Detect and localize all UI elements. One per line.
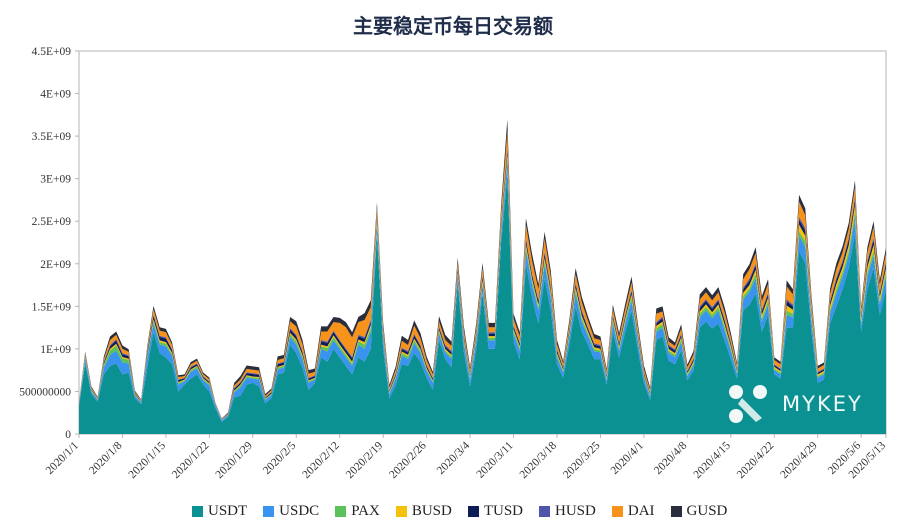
x-tick-label: 2020/3/25	[561, 439, 603, 481]
x-tick-label: 2020/1/22	[170, 439, 212, 481]
y-tick-label: 0	[65, 429, 71, 441]
x-tick-label: 2020/4/29	[778, 439, 820, 481]
legend-swatch	[611, 505, 623, 517]
x-tick-label: 2020/3/18	[518, 439, 560, 481]
x-tick-label: 2020/1/29	[213, 439, 255, 481]
x-tick-label: 2020/3/4	[435, 439, 473, 477]
legend-item-dai: DAI	[611, 502, 655, 520]
x-tick-label: 2020/1/8	[87, 439, 125, 477]
areas-layer	[79, 119, 886, 434]
y-tick-label: 3E+09	[40, 174, 71, 186]
legend-label: BUSD	[411, 502, 452, 519]
legend-item-husd: HUSD	[539, 503, 596, 520]
legend-swatch	[539, 505, 551, 517]
y-tick-label: 2.5E+09	[32, 216, 72, 228]
y-tick-label: 1.5E+09	[32, 301, 72, 313]
mykey-logo-icon	[729, 385, 767, 423]
y-tick-label: 500000000	[19, 386, 71, 398]
x-tick-label: 2020/2/5	[261, 439, 299, 477]
legend-item-pax: PAX	[335, 503, 380, 520]
y-tick-label: 2E+09	[40, 259, 71, 271]
legend-swatch	[467, 505, 479, 517]
x-tick-labels: 2020/1/1 2020/1/8 2020/1/15 2020/1/22 2020/1…	[44, 434, 888, 481]
x-tick-label: 2020/2/26	[387, 439, 429, 481]
legend-swatch	[335, 505, 347, 517]
legend-item-gusd: GUSD	[670, 502, 728, 520]
x-tick-label: 2020/4/1	[609, 439, 647, 477]
legend-swatch	[192, 505, 203, 517]
legend-label: TUSD	[483, 502, 524, 519]
watermark-text: MYKEY	[782, 392, 863, 416]
x-tick-label: 2020/2/19	[344, 439, 386, 481]
x-tick-label: 2020/4/15	[691, 439, 733, 481]
legend-label: HUSD	[555, 502, 596, 519]
legend-label: PAX	[351, 502, 380, 519]
x-tick-label: 2020/1/1	[44, 439, 82, 477]
x-tick-label: 2020/4/22	[735, 439, 777, 481]
legend-item-usdc: USDC	[263, 503, 319, 520]
legend-item-usdt: USDT	[192, 503, 247, 520]
y-tick-label: 1E+09	[40, 344, 71, 356]
legend-swatch	[263, 505, 275, 517]
legend-label: USDT	[208, 502, 248, 519]
x-tick-label: 2020/3/11	[474, 439, 515, 480]
chart-title: 主要稳定币每日交易额	[353, 14, 553, 38]
area-series-usdt	[79, 175, 886, 434]
x-tick-label: 2020/4/8	[652, 439, 690, 477]
legend-label: USDC	[279, 502, 320, 519]
watermark: MYKEY	[726, 380, 876, 428]
y-tick-labels: 0 500000000 1E+09 1.5E+09 2E+09 2.5E+09 3E+09 3…	[19, 46, 79, 441]
y-tick-label: 4.5E+09	[32, 46, 72, 58]
legend-swatch	[670, 505, 682, 517]
legend-item-tusd: TUSD	[467, 502, 524, 520]
y-tick-label: 3.5E+09	[32, 131, 72, 143]
y-tick-label: 4E+09	[40, 89, 71, 101]
legend-label: GUSD	[686, 502, 728, 519]
x-tick-label: 2020/2/12	[300, 439, 342, 481]
area-series-usdc	[79, 162, 886, 423]
x-tick-label: 2020/1/15	[127, 439, 169, 481]
legend-swatch	[395, 505, 407, 517]
legend: USDT USDC PAX BUSD TUSD HUSD DAI GUSD	[192, 501, 727, 521]
legend-label: DAI	[627, 502, 655, 519]
legend-item-busd: BUSD	[395, 502, 452, 520]
